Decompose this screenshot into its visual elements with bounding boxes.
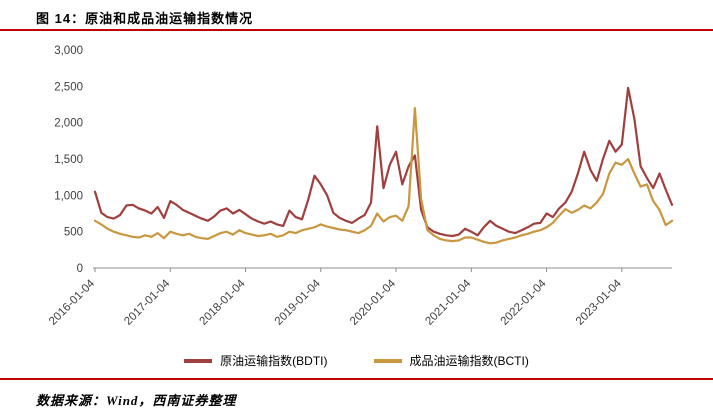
chart-area: 0 500 1,000 1,500 2,000 2,500 3,000 2016-01-04 2… (0, 36, 713, 346)
series-line-bdti (93, 86, 674, 238)
data-source-note: 数据来源：Wind，西南证券整理 (36, 393, 237, 408)
y-tick-label: 3,000 (54, 45, 83, 57)
y-tick-label: 2,500 (54, 81, 83, 93)
bcti-line-swatch (373, 358, 402, 363)
x-tick-label: 2016-01-04 (47, 277, 98, 328)
bdti-legend-label: 原油运输指数(BDTI) (220, 354, 328, 368)
x-tick-label: 2019-01-04 (273, 277, 324, 328)
title-divider-rule (0, 29, 713, 31)
y-tick-label: 0 (77, 263, 83, 275)
y-tick-label: 1,000 (54, 190, 83, 202)
legend-item-bcti: 成品油运输指数(BCTI) (373, 352, 529, 369)
x-tick-label: 2021-01-04 (423, 277, 474, 328)
legend-item-bdti: 原油运输指数(BDTI) (184, 352, 328, 369)
x-tick-label: 2020-01-04 (348, 277, 399, 328)
figure-title: 图 14：原油和成品油运输指数情况 (36, 11, 254, 26)
y-tick-label: 500 (64, 227, 83, 239)
line-chart: 0 500 1,000 1,500 2,000 2,500 3,000 2016-01-04 2… (47, 45, 674, 328)
bdti-line-swatch (184, 358, 213, 363)
footer-divider-rule (0, 378, 713, 380)
x-tick-label: 2017-01-04 (122, 277, 173, 328)
series-line-bcti (93, 106, 674, 245)
x-tick-label: 2018-01-04 (198, 277, 249, 328)
y-tick-label: 1,500 (54, 154, 83, 166)
x-tick-label: 2023-01-04 (574, 277, 625, 328)
bcti-legend-label: 成品油运输指数(BCTI) (409, 354, 529, 368)
x-tick-label: 2022-01-04 (499, 277, 550, 328)
chart-legend: 原油运输指数(BDTI) 成品油运输指数(BCTI) (0, 352, 713, 369)
y-tick-label: 2,000 (54, 118, 83, 130)
